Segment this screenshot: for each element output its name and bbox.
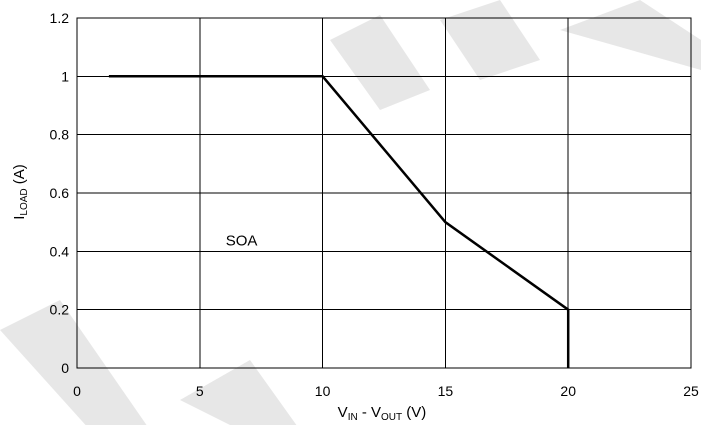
series-line-0 xyxy=(108,75,570,368)
y-tick-label: 0.4 xyxy=(50,243,70,259)
x-axis-title: VIN - VOUT (V) xyxy=(338,404,427,423)
y-tick-labels: 0 0.2 0.4 0.6 0.8 1 1.2 xyxy=(50,10,70,376)
y-title-sub: LOAD xyxy=(19,188,30,215)
grid xyxy=(76,17,692,369)
x-title-end: (V) xyxy=(402,404,426,421)
x-tick-labels: 0 5 10 15 20 25 xyxy=(73,383,699,399)
x-title-sub2: OUT xyxy=(381,412,402,423)
plot-frame xyxy=(76,17,692,369)
x-title-mid: - V xyxy=(358,404,381,421)
y-tick-label: 0.6 xyxy=(50,185,70,201)
plot-area xyxy=(108,75,570,368)
x-title-main: V xyxy=(338,404,348,421)
x-tick-label: 5 xyxy=(196,383,204,399)
y-tick-label: 0.2 xyxy=(50,302,70,318)
y-axis-title: ILOAD (A) xyxy=(11,164,30,220)
x-tick-label: 25 xyxy=(683,383,699,399)
annotation-soa: SOA xyxy=(226,233,258,250)
y-title-main: I xyxy=(11,216,28,220)
x-tick-label: 15 xyxy=(438,383,454,399)
x-title-sub1: IN xyxy=(348,412,358,423)
y-tick-label: 0 xyxy=(61,360,69,376)
x-tick-label: 0 xyxy=(73,383,81,399)
annotations: SOA xyxy=(226,233,258,250)
y-tick-label: 0.8 xyxy=(50,127,70,143)
y-title-end: (A) xyxy=(11,164,28,188)
x-tick-label: 20 xyxy=(560,383,576,399)
y-tick-label: 1.2 xyxy=(50,10,70,26)
x-tick-label: 10 xyxy=(315,383,331,399)
y-tick-label: 1 xyxy=(61,68,69,84)
